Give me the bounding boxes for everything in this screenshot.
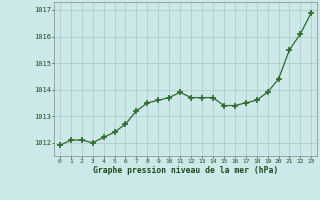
X-axis label: Graphe pression niveau de la mer (hPa): Graphe pression niveau de la mer (hPa) [93,166,278,175]
